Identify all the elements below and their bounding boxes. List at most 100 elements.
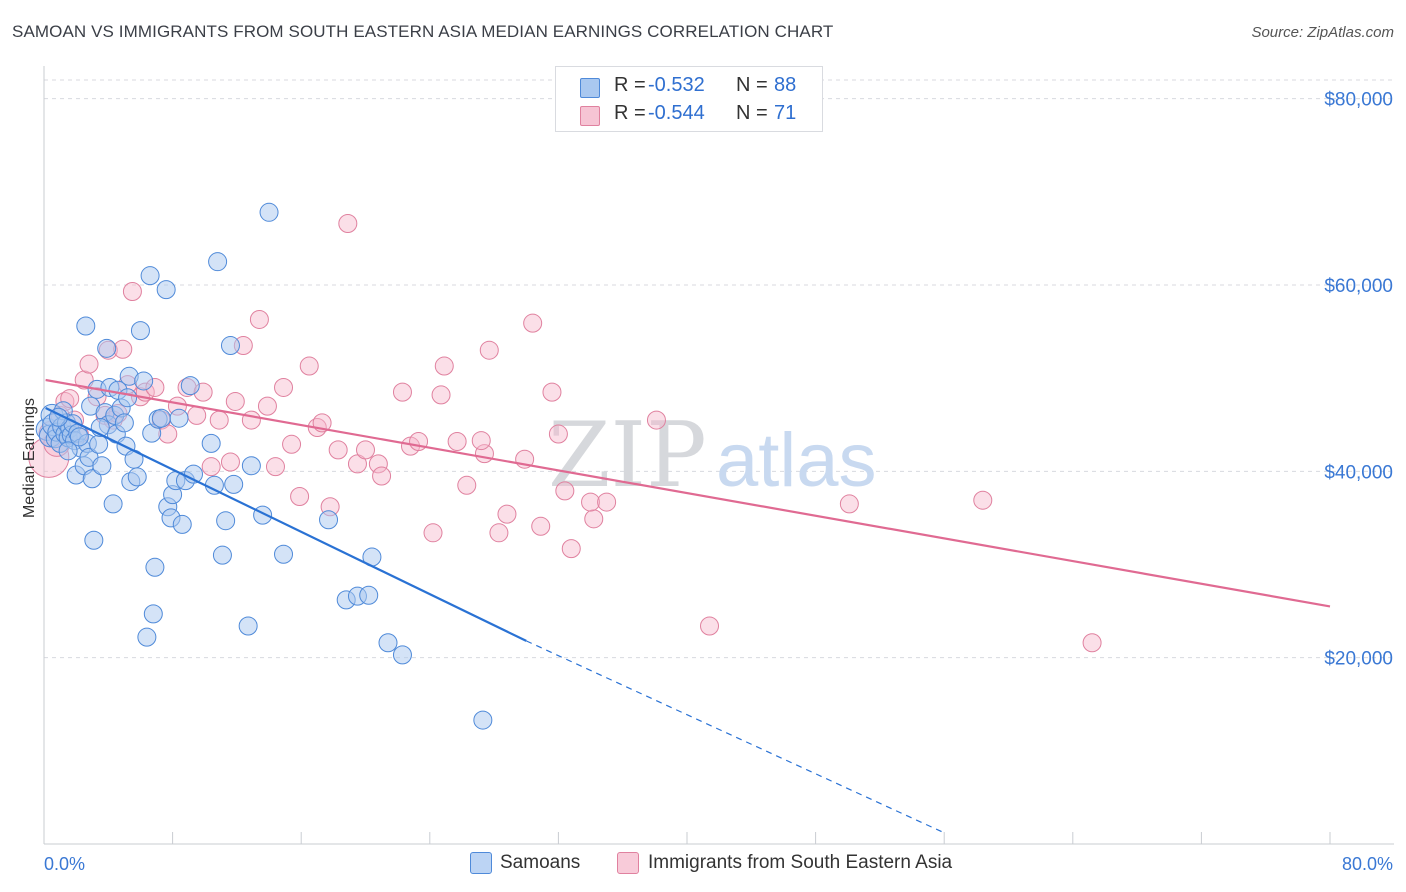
point-immigrants <box>489 523 509 543</box>
bottom-legend-samoans: Samoans <box>500 852 581 873</box>
point-samoans <box>151 408 171 428</box>
legend-swatch-blue <box>580 78 600 98</box>
legend-row-samoans: R = -0.532 N = 88 <box>556 72 822 102</box>
point-immigrants <box>299 356 319 376</box>
point-immigrants <box>555 481 575 501</box>
point-immigrants <box>225 391 245 411</box>
point-immigrants <box>531 516 551 536</box>
point-samoans <box>201 433 221 453</box>
point-immigrants <box>392 382 412 402</box>
point-immigrants <box>122 281 142 301</box>
y-tick-label: $60,000 <box>1324 276 1393 297</box>
point-immigrants <box>548 424 568 444</box>
point-samoans <box>220 336 240 356</box>
correlation-legend: R = -0.532 N = 88 R = -0.544 N = 71 <box>555 66 823 132</box>
point-samoans <box>134 371 154 391</box>
point-immigrants <box>328 440 348 460</box>
point-samoans <box>76 316 96 336</box>
point-samoans <box>103 494 123 514</box>
point-samoans <box>118 388 138 408</box>
point-immigrants <box>597 492 617 512</box>
point-samoans <box>216 511 236 531</box>
legend-row-immigrants: R = -0.544 N = 71 <box>556 100 822 130</box>
point-immigrants <box>431 385 451 405</box>
point-immigrants <box>265 457 285 477</box>
y-tick-label: $40,000 <box>1324 462 1393 483</box>
legend-n-value: 88 <box>774 74 797 96</box>
point-samoans <box>359 585 379 605</box>
point-samoans <box>92 456 112 476</box>
point-immigrants <box>113 339 133 359</box>
watermark-atlas: atlas <box>716 418 877 503</box>
point-samoans <box>241 456 261 476</box>
point-samoans <box>69 427 89 447</box>
point-samoans <box>172 514 192 534</box>
point-samoans <box>145 557 165 577</box>
legend-r-value: -0.544 <box>648 102 705 124</box>
point-immigrants <box>542 382 562 402</box>
point-immigrants <box>479 340 499 360</box>
point-immigrants <box>973 490 993 510</box>
trend-line-samoans <box>45 406 527 642</box>
point-immigrants <box>282 434 302 454</box>
point-immigrants <box>220 452 240 472</box>
point-immigrants <box>290 486 310 506</box>
point-samoans <box>84 530 104 550</box>
point-samoans <box>114 413 134 433</box>
point-immigrants <box>584 509 604 529</box>
y-tick-label: $80,000 <box>1324 90 1393 111</box>
series-immigrants-points <box>28 213 1102 653</box>
bottom-legend-swatch-samoans <box>470 852 492 874</box>
point-immigrants <box>257 396 277 416</box>
source-label: Source: ZipAtlas.com <box>1251 24 1394 41</box>
point-immigrants <box>497 504 517 524</box>
point-immigrants <box>447 432 467 452</box>
point-immigrants <box>523 313 543 333</box>
point-immigrants <box>209 410 229 430</box>
point-samoans <box>319 510 339 530</box>
point-immigrants <box>471 431 491 451</box>
point-immigrants <box>646 410 666 430</box>
point-immigrants <box>581 492 601 512</box>
y-tick-label: $20,000 <box>1324 649 1393 670</box>
point-immigrants <box>423 523 443 543</box>
y-axis-label: Median Earnings <box>21 398 38 518</box>
point-immigrants <box>249 309 269 329</box>
point-samoans <box>140 266 160 286</box>
point-samoans <box>392 645 412 665</box>
axes <box>43 66 1394 845</box>
point-immigrants <box>839 494 859 514</box>
legend-r-label: R = <box>614 74 646 96</box>
point-immigrants <box>561 539 581 559</box>
point-immigrants <box>457 475 477 495</box>
point-immigrants <box>274 377 294 397</box>
trend-lines <box>45 378 1331 834</box>
watermark-zip: ZIP <box>548 403 707 508</box>
watermark: ZIP atlas <box>548 403 877 508</box>
legend-n-label: N = <box>736 74 768 96</box>
point-immigrants <box>434 356 454 376</box>
legend-swatch-pink <box>580 106 600 126</box>
legend-r-label: R = <box>614 102 646 124</box>
trend-line-immigrants <box>45 378 1331 608</box>
point-samoans <box>137 627 157 647</box>
x-tick-label-max: 80.0% <box>1342 854 1393 874</box>
point-immigrants <box>187 405 207 425</box>
trend-line-samoans-extension <box>525 640 945 834</box>
point-samoans <box>169 408 189 428</box>
point-samoans <box>473 710 493 730</box>
point-samoans <box>89 434 109 454</box>
point-samoans <box>97 338 117 358</box>
bottom-legend-immigrants: Immigrants from South Eastern Asia <box>648 852 953 873</box>
point-samoans <box>238 616 258 636</box>
legend-n-value: 71 <box>774 102 797 124</box>
point-immigrants <box>338 213 358 233</box>
point-samoans <box>58 441 78 461</box>
x-tick-label-min: 0.0% <box>44 854 85 874</box>
series-samoans-points <box>35 202 493 730</box>
point-samoans <box>127 467 147 487</box>
point-samoans <box>224 474 244 494</box>
bottom-legend-swatch-immigrants <box>617 852 639 874</box>
chart-title: SAMOAN VS IMMIGRANTS FROM SOUTH EASTERN … <box>12 22 834 41</box>
